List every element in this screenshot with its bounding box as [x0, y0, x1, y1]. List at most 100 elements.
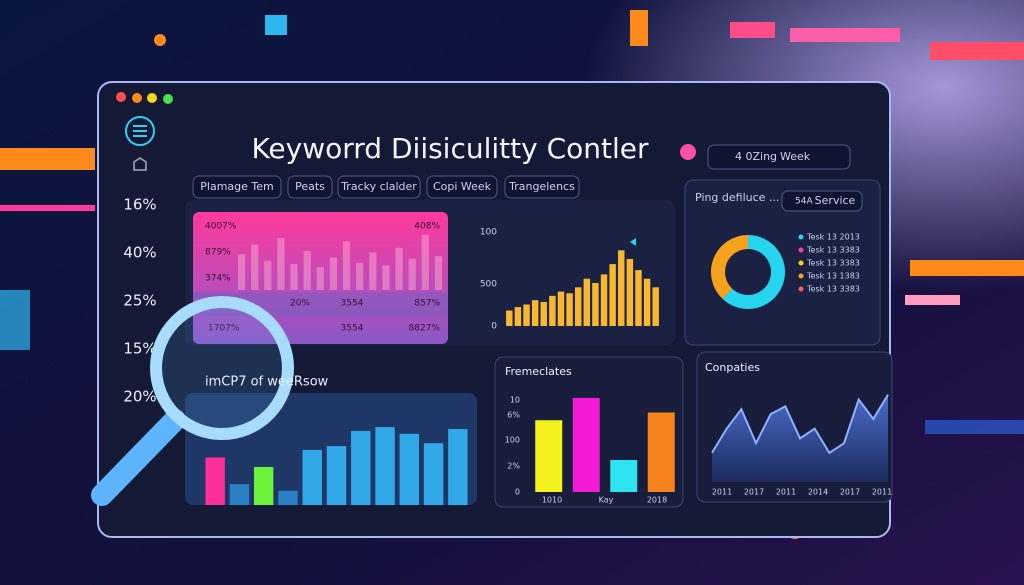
sidebar-value: 15% — [123, 340, 156, 358]
donut-slice — [722, 235, 785, 309]
legend-label: Tesk 13 3383 — [806, 246, 860, 255]
window-button[interactable] — [116, 92, 126, 102]
service-button[interactable] — [781, 190, 863, 212]
legend-dot — [798, 273, 804, 279]
pink-label: 408% — [414, 222, 440, 232]
bar — [574, 287, 582, 326]
magnifier-text: imCP7 of weeRsow — [205, 375, 329, 390]
neon-bar — [925, 420, 1024, 434]
pink-bar — [356, 262, 364, 290]
pink-bar — [382, 265, 390, 290]
bar — [626, 258, 634, 326]
tag: 54A — [795, 197, 813, 207]
pink-bar — [329, 257, 338, 290]
pink-bar — [264, 260, 272, 290]
legend-label: Tesk 13 3383 — [806, 285, 860, 294]
menu-icon — [133, 125, 147, 137]
neon-bar — [730, 22, 775, 38]
bar — [399, 433, 420, 505]
legend-dot — [798, 260, 804, 266]
pink-label: 3554 — [341, 299, 364, 309]
bar — [549, 295, 556, 326]
bar — [618, 250, 625, 326]
pink-label: 8827% — [409, 324, 441, 334]
donut-slice — [711, 235, 749, 299]
pink-label: 1707% — [208, 324, 240, 334]
y-tick-label: 100 — [480, 228, 497, 238]
pink-label: 374% — [205, 274, 231, 284]
neon-bar — [630, 10, 648, 46]
pink-label: 879% — [205, 248, 231, 258]
tab-label: Plamage Tem — [200, 180, 273, 193]
neon-bar — [0, 205, 95, 211]
bar — [253, 467, 274, 505]
bar — [610, 459, 638, 492]
window-button[interactable] — [163, 94, 173, 104]
bar — [326, 446, 347, 505]
menu-button[interactable] — [125, 116, 155, 146]
tab[interactable] — [426, 175, 498, 199]
period-unit: Week — [780, 150, 811, 163]
sidebar-value: 25% — [123, 292, 156, 310]
neon-bar — [905, 295, 960, 305]
tab-label: Tracky clalder — [340, 180, 417, 193]
window-button[interactable] — [147, 93, 157, 103]
bar — [506, 310, 513, 326]
pink-bar — [434, 256, 443, 290]
y-tick-label: 10 — [510, 396, 520, 405]
bar — [375, 427, 395, 505]
title: Keyworrd Diisiculitty Contler — [251, 132, 649, 165]
y-tick-label: 2% — [507, 462, 520, 471]
neon-bar — [265, 15, 287, 35]
x-tick-label: 2011 — [872, 488, 892, 497]
line — [711, 394, 889, 455]
bar — [592, 283, 599, 326]
pink-bar — [237, 254, 246, 290]
y-tick-label: 6% — [507, 411, 520, 420]
x-tick-label: 2011 — [712, 488, 732, 497]
legend-dot — [798, 247, 804, 253]
sidebar-value: 40% — [123, 244, 156, 262]
tab-label: Copi Week — [433, 180, 492, 193]
x-tick-label: 2014 — [808, 488, 828, 497]
panel-title: Ping defiluce ... — [695, 191, 779, 204]
neon-bar — [0, 290, 30, 350]
tab-label: Peats — [295, 180, 325, 193]
pink-label: 4007% — [205, 222, 237, 232]
tab[interactable] — [337, 175, 421, 199]
panel-title: Fremeclates — [505, 365, 572, 378]
bar — [229, 484, 250, 505]
bar — [583, 278, 591, 326]
tab[interactable] — [287, 175, 333, 199]
period-selector[interactable] — [707, 144, 851, 170]
button-label: Service — [815, 194, 856, 207]
pink-label: 20% — [290, 299, 310, 309]
pink-label: 857% — [414, 299, 440, 309]
x-tick-label: 2017 — [840, 488, 860, 497]
legend-dot — [798, 234, 804, 240]
legend-label: Tesk 13 2013 — [806, 233, 860, 242]
y-tick-label: 500 — [480, 280, 497, 290]
x-tick-label: 2011 — [776, 488, 796, 497]
bar — [557, 291, 565, 326]
tab[interactable] — [192, 175, 282, 199]
bar — [531, 300, 539, 326]
bar — [278, 490, 298, 505]
pink-bar — [316, 267, 324, 290]
badge — [680, 144, 696, 160]
y-tick-label: 0 — [515, 488, 520, 497]
panel-title: Conpaties — [705, 361, 760, 374]
legend-dot — [798, 286, 804, 292]
x-tick-label: 1010 — [542, 496, 562, 505]
bar — [572, 397, 600, 492]
legend-label: Tesk 13 1383 — [806, 272, 860, 281]
tab[interactable] — [504, 175, 580, 199]
pink-bar — [251, 244, 259, 290]
bar — [514, 307, 522, 326]
window-button[interactable] — [132, 93, 142, 103]
pink-bar — [342, 241, 351, 290]
bar — [302, 449, 322, 505]
neon-bar — [930, 42, 1024, 60]
neon-dot — [154, 34, 166, 46]
